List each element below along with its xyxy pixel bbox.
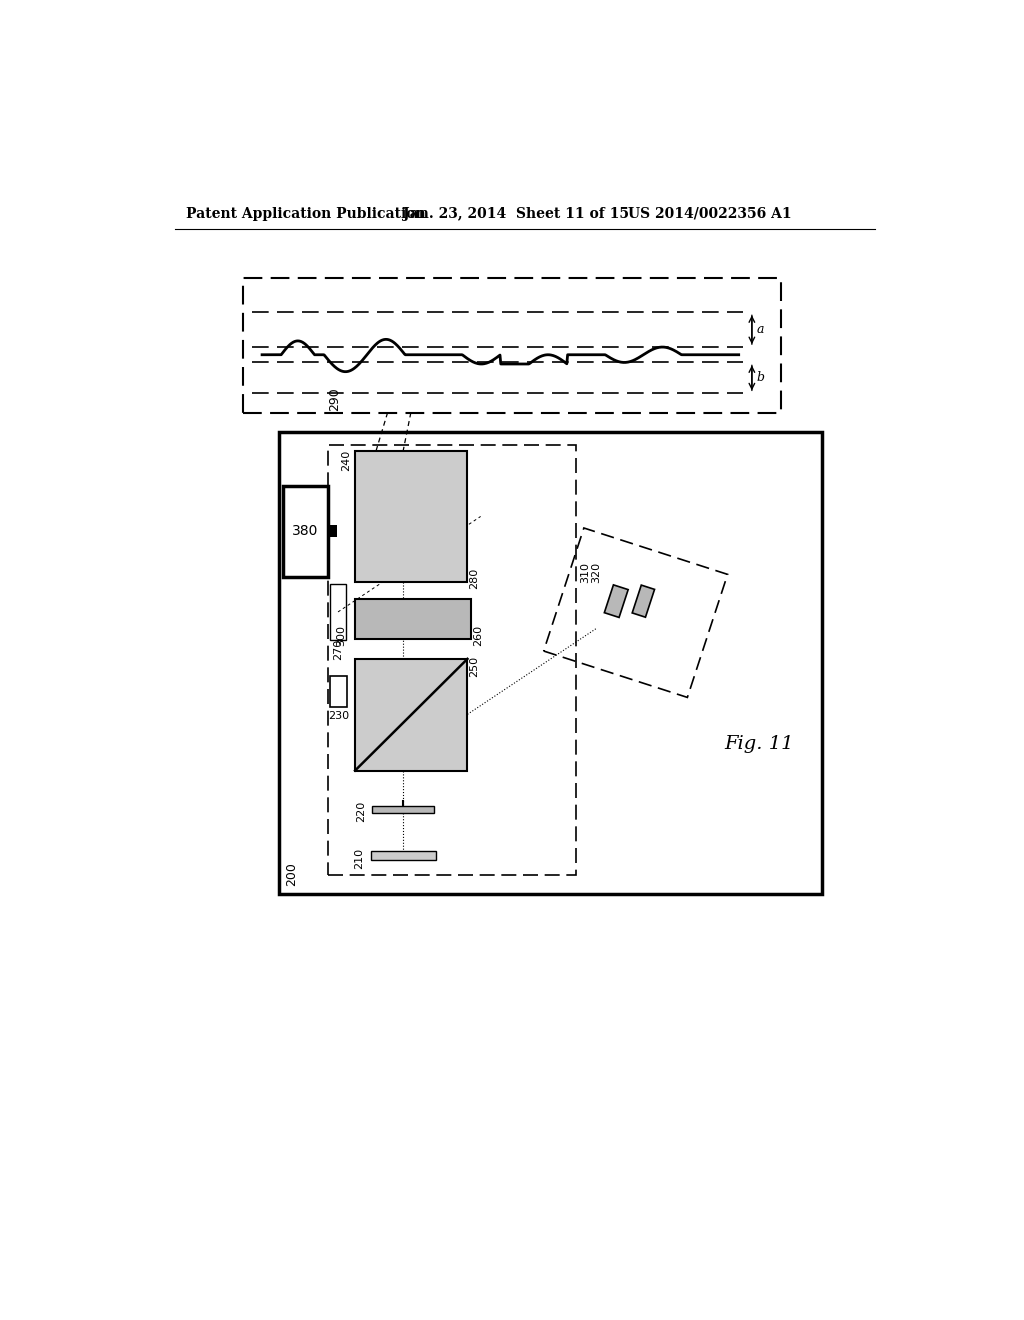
Text: 210: 210 bbox=[354, 847, 365, 869]
Bar bbox=[243, 277, 781, 412]
Bar bbox=[372, 807, 434, 813]
Polygon shape bbox=[604, 585, 628, 618]
Text: 230: 230 bbox=[329, 711, 349, 721]
Text: 200: 200 bbox=[286, 862, 298, 887]
Text: 310: 310 bbox=[580, 562, 590, 583]
Bar bbox=[355, 451, 467, 582]
Bar bbox=[331, 585, 346, 640]
Text: 250: 250 bbox=[469, 656, 479, 677]
Text: 280: 280 bbox=[469, 568, 479, 589]
Text: 240: 240 bbox=[341, 450, 351, 471]
Text: 270: 270 bbox=[333, 639, 343, 660]
Text: Jan. 23, 2014  Sheet 11 of 15: Jan. 23, 2014 Sheet 11 of 15 bbox=[403, 207, 629, 220]
Text: 300: 300 bbox=[336, 624, 346, 645]
Bar bbox=[283, 486, 328, 577]
Text: Fig. 11: Fig. 11 bbox=[725, 735, 795, 752]
Bar bbox=[328, 525, 337, 537]
Bar bbox=[280, 432, 821, 894]
Text: 260: 260 bbox=[473, 624, 483, 645]
Bar bbox=[331, 676, 347, 706]
Bar bbox=[328, 445, 575, 875]
Bar bbox=[371, 851, 436, 859]
Text: 320: 320 bbox=[592, 562, 601, 583]
Bar bbox=[355, 599, 471, 639]
Text: b: b bbox=[757, 371, 765, 384]
Bar bbox=[355, 659, 467, 771]
Text: a: a bbox=[757, 323, 764, 335]
Text: 290: 290 bbox=[328, 387, 341, 411]
Text: US 2014/0022356 A1: US 2014/0022356 A1 bbox=[628, 207, 792, 220]
Text: Patent Application Publication: Patent Application Publication bbox=[186, 207, 426, 220]
Text: 380: 380 bbox=[292, 524, 318, 539]
Polygon shape bbox=[632, 585, 654, 618]
Text: 220: 220 bbox=[356, 801, 366, 822]
